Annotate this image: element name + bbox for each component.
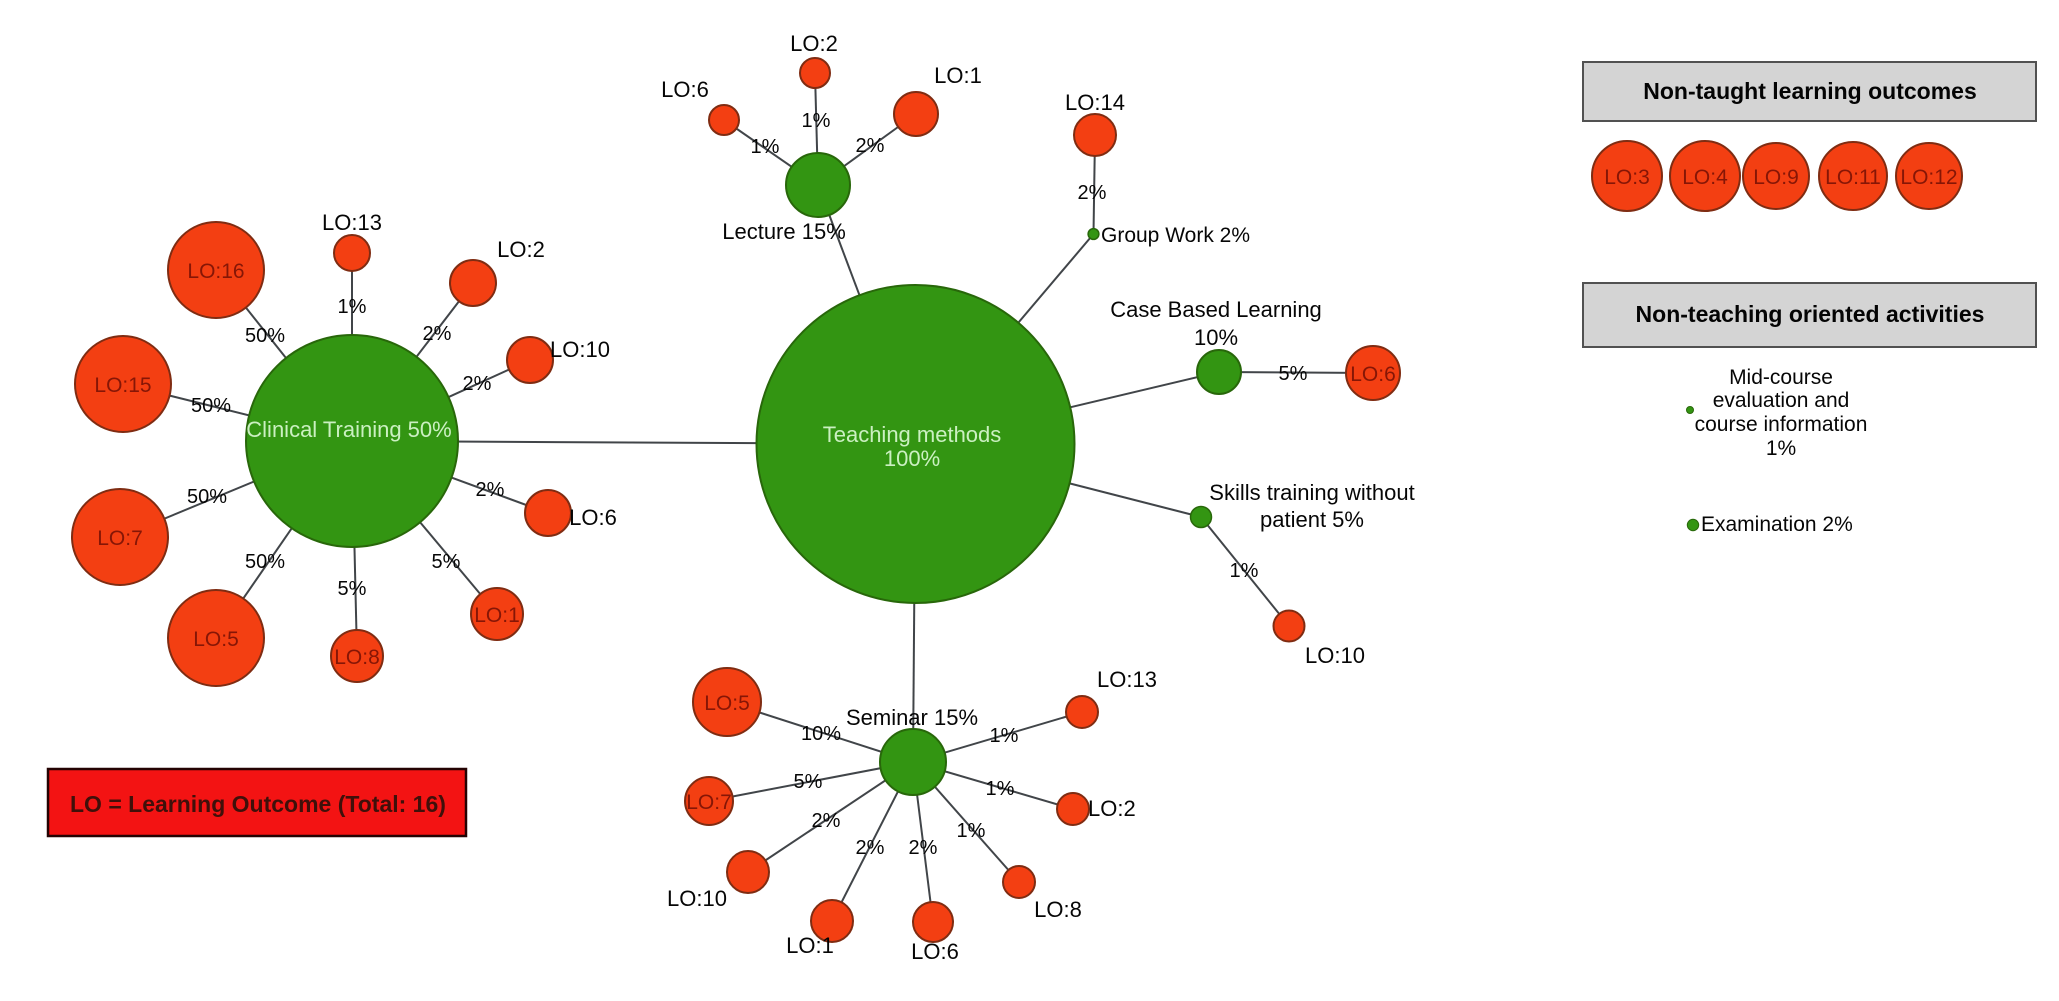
svg-text:2%: 2% (1078, 182, 1107, 204)
svg-text:1%: 1% (990, 725, 1019, 747)
svg-text:10%: 10% (1194, 325, 1238, 350)
svg-text:Lecture 15%: Lecture 15% (722, 219, 846, 244)
svg-text:2%: 2% (812, 810, 841, 832)
svg-text:LO:6: LO:6 (1350, 363, 1396, 386)
svg-text:LO:5: LO:5 (193, 628, 239, 651)
svg-text:1%: 1% (751, 136, 780, 158)
svg-text:2%: 2% (423, 323, 452, 345)
svg-text:2%: 2% (856, 135, 885, 157)
svg-text:Clinical Training 50%: Clinical Training 50% (246, 417, 451, 442)
svg-text:1%: 1% (1766, 437, 1796, 460)
svg-text:LO:1: LO:1 (474, 604, 520, 627)
svg-text:5%: 5% (1279, 363, 1308, 385)
svg-text:50%: 50% (245, 325, 285, 347)
svg-text:patient 5%: patient 5% (1260, 507, 1364, 532)
svg-text:Examination 2%: Examination 2% (1701, 513, 1853, 536)
svg-text:5%: 5% (338, 578, 367, 600)
svg-text:1%: 1% (338, 296, 367, 318)
svg-text:evaluation and: evaluation and (1713, 389, 1850, 412)
svg-text:Mid-course: Mid-course (1729, 366, 1833, 389)
svg-text:Non-teaching oriented activiti: Non-teaching oriented activities (1636, 301, 1985, 327)
svg-text:50%: 50% (187, 486, 227, 508)
svg-text:LO:1: LO:1 (934, 63, 982, 88)
svg-text:1%: 1% (957, 820, 986, 842)
svg-text:1%: 1% (986, 778, 1015, 800)
svg-text:LO:9: LO:9 (1753, 166, 1799, 189)
svg-text:50%: 50% (245, 551, 285, 573)
svg-text:LO:13: LO:13 (322, 210, 382, 235)
svg-text:Seminar 15%: Seminar 15% (846, 705, 978, 730)
svg-text:LO:5: LO:5 (704, 692, 750, 715)
svg-text:LO:15: LO:15 (94, 374, 151, 397)
svg-text:Skills training without: Skills training without (1209, 480, 1414, 505)
svg-text:LO:7: LO:7 (97, 527, 143, 550)
svg-text:LO:12: LO:12 (1900, 166, 1957, 189)
svg-text:LO:2: LO:2 (1088, 796, 1136, 821)
svg-text:Group Work 2%: Group Work 2% (1101, 224, 1250, 247)
svg-text:LO:11: LO:11 (1825, 166, 1881, 189)
svg-text:LO:13: LO:13 (1097, 667, 1157, 692)
svg-text:10%: 10% (801, 723, 841, 745)
svg-text:LO:6: LO:6 (911, 939, 959, 964)
svg-text:LO:10: LO:10 (1305, 643, 1365, 668)
svg-text:LO:14: LO:14 (1065, 90, 1125, 115)
svg-text:LO:8: LO:8 (334, 646, 380, 669)
svg-text:LO:16: LO:16 (187, 260, 244, 283)
svg-text:LO = Learning Outcome (Total:: LO = Learning Outcome (Total: 16) (70, 791, 446, 817)
svg-text:1%: 1% (802, 110, 831, 132)
svg-text:5%: 5% (432, 551, 461, 573)
svg-text:Teaching methods: Teaching methods (823, 422, 1002, 447)
svg-text:LO:7: LO:7 (686, 791, 732, 814)
svg-text:LO:3: LO:3 (1604, 166, 1650, 189)
svg-text:LO:1: LO:1 (786, 933, 834, 958)
svg-text:LO:6: LO:6 (661, 77, 709, 102)
svg-text:LO:2: LO:2 (790, 31, 838, 56)
svg-text:Non-taught learning outcomes: Non-taught learning outcomes (1643, 78, 1977, 104)
svg-text:LO:8: LO:8 (1034, 897, 1082, 922)
svg-text:2%: 2% (476, 479, 505, 501)
svg-text:2%: 2% (463, 373, 492, 395)
svg-text:LO:10: LO:10 (550, 337, 610, 362)
svg-text:LO:2: LO:2 (497, 237, 545, 262)
svg-text:LO:6: LO:6 (569, 505, 617, 530)
svg-text:Case Based Learning: Case Based Learning (1110, 297, 1322, 322)
svg-text:1%: 1% (1230, 560, 1259, 582)
svg-text:LO:4: LO:4 (1682, 166, 1728, 189)
svg-text:5%: 5% (794, 771, 823, 793)
svg-text:2%: 2% (909, 837, 938, 859)
svg-text:2%: 2% (856, 837, 885, 859)
svg-text:LO:10: LO:10 (667, 886, 727, 911)
svg-text:course information: course information (1695, 413, 1868, 436)
svg-text:100%: 100% (884, 446, 940, 471)
svg-text:50%: 50% (191, 395, 231, 417)
